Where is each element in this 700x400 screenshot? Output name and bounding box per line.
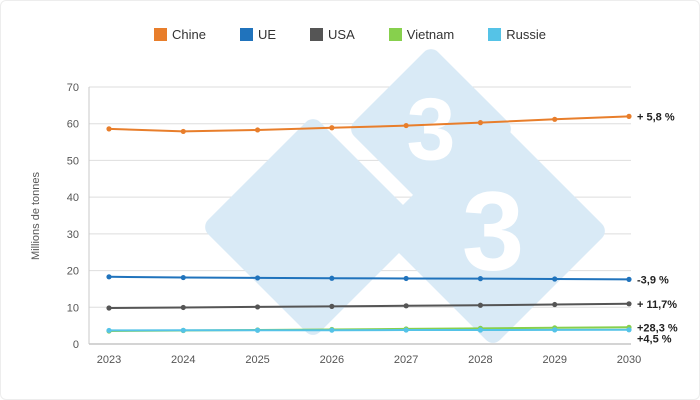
watermark: 33 [205,49,605,343]
data-point[interactable] [477,276,484,282]
y-tick-label: 40 [67,192,79,204]
legend-item-chine[interactable]: Chine [154,27,206,42]
y-tick-label: 10 [67,302,79,314]
data-point[interactable] [626,113,632,119]
series-usa[interactable] [106,301,632,311]
series-line[interactable] [108,115,630,133]
data-point[interactable] [626,301,632,307]
y-tick-label: 60 [67,119,79,131]
data-point[interactable] [180,327,186,333]
data-point[interactable] [254,304,261,310]
series-chine[interactable] [106,113,632,135]
x-tick-label: 2030 [617,354,641,366]
chart-legend: Chine UE USA Vietnam Russie [1,27,699,42]
series-end-label: + 5,8 % [637,111,675,123]
series-end-label: + 11,7% [637,299,677,311]
data-point[interactable] [180,128,186,135]
data-point[interactable] [477,302,484,308]
legend-label: UE [257,27,277,42]
end-labels: + 5,8 % -3,9 % + 11,7% +28,3 %+4,5 % [637,111,678,345]
data-point[interactable] [403,275,409,282]
data-point[interactable] [329,327,335,333]
x-tick-label: 2027 [394,354,418,366]
legend-item-ue[interactable]: UE [239,27,277,42]
data-point[interactable] [626,276,632,282]
data-point[interactable] [552,276,558,282]
data-point[interactable] [106,305,112,311]
series-line[interactable] [108,328,630,332]
data-point[interactable] [254,327,261,333]
legend-label: Russie [506,27,546,42]
x-tick-label: 2025 [245,354,269,366]
data-point[interactable] [180,274,186,281]
series-end-label: +4,5 % [637,333,672,345]
legend-label: Chine [172,27,206,42]
y-tick-label: 70 [67,82,79,94]
data-point[interactable] [626,327,632,333]
series-end-label: -3,9 % [637,274,669,286]
legend-swatch-icon [154,28,167,41]
data-point[interactable] [254,275,261,281]
data-point[interactable] [552,301,558,308]
data-point[interactable] [477,120,484,126]
series-russie[interactable] [106,327,632,334]
data-point[interactable] [106,274,112,280]
y-tick-label: 50 [67,155,79,167]
legend-swatch-icon [488,28,502,41]
x-tick-label: 2023 [97,354,121,366]
x-tick-label: 2026 [320,354,344,366]
x-tick-label: 2028 [468,354,492,366]
data-point[interactable] [552,327,558,333]
data-point[interactable] [254,127,261,133]
series-line[interactable] [108,302,630,309]
x-axis-labels: 2023 2024 2025 2026 2027 2028 2029 2030 [97,354,641,366]
y-tick-label: 20 [67,266,79,278]
data-point[interactable] [403,122,409,129]
legend-label: Vietnam [406,27,455,42]
data-point[interactable] [329,125,335,131]
x-tick-label: 2029 [542,354,566,366]
data-point[interactable] [477,327,484,333]
data-point[interactable] [106,327,112,334]
series-line[interactable] [108,275,630,281]
data-point[interactable] [180,304,186,311]
watermark-diamond [381,119,605,343]
series-layer [106,113,632,334]
legend-label: USA [328,27,355,42]
legend-item-russie[interactable]: Russie [488,27,546,42]
legend-swatch-icon [388,28,402,41]
data-point[interactable] [329,275,335,281]
series-ue[interactable] [106,274,632,282]
y-tick-label: 0 [73,339,79,351]
x-tick-label: 2024 [171,354,195,366]
data-point[interactable] [403,303,409,309]
data-point[interactable] [329,303,335,309]
y-tick-label: 30 [67,229,79,241]
y-axis-title: Millions de tonnes [30,171,42,260]
watermark-diamond [205,119,421,335]
series-end-label: +28,3 % [637,322,678,334]
legend-swatch-icon [239,28,253,41]
watermark-text: 3 [462,169,524,294]
legend-item-vietnam[interactable]: Vietnam [388,27,455,42]
legend-swatch-icon [310,28,324,41]
data-point[interactable] [403,327,409,333]
legend-item-usa[interactable]: USA [310,27,355,42]
data-point[interactable] [552,116,558,122]
data-point[interactable] [106,126,112,132]
